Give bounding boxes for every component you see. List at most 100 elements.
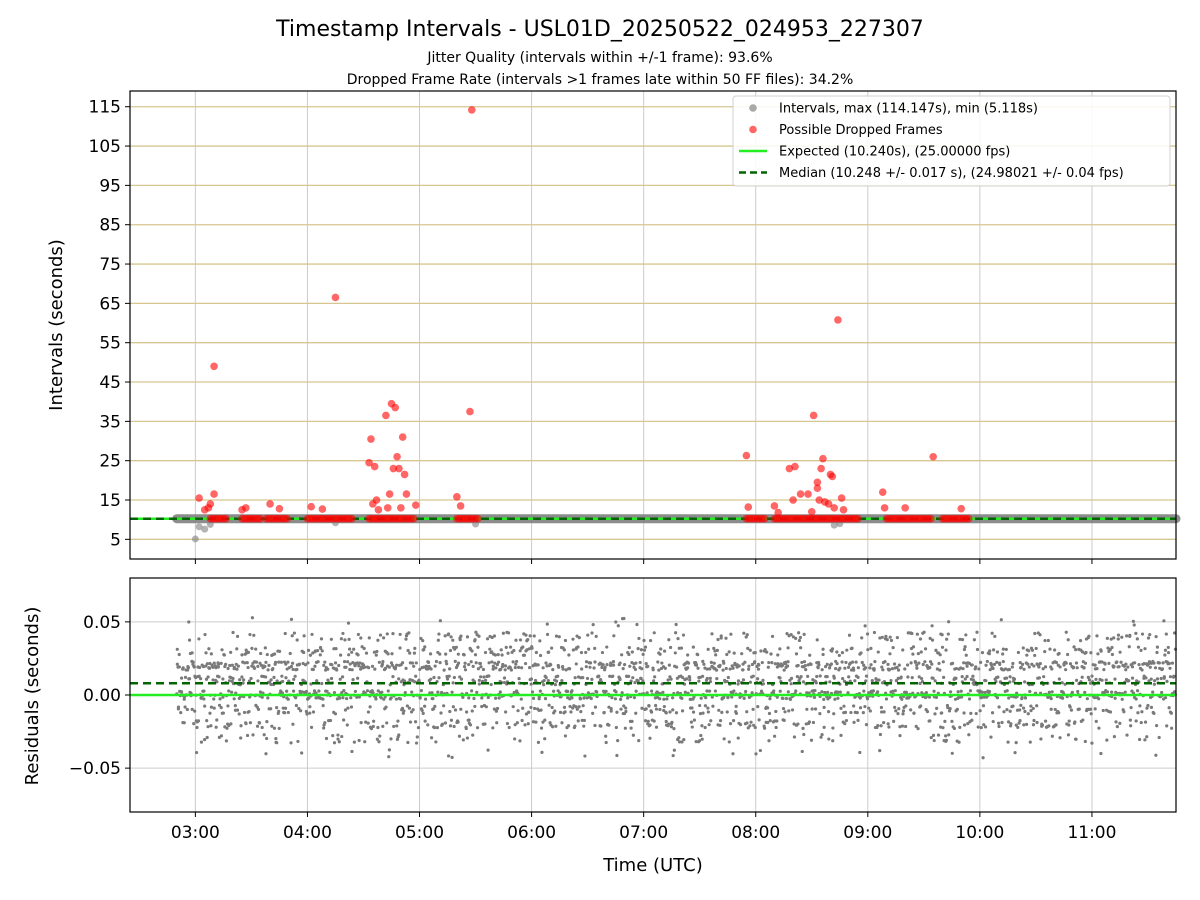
residual-point <box>1099 751 1103 756</box>
residual-point <box>496 653 500 657</box>
residual-point <box>1032 664 1036 668</box>
residual-point <box>209 724 213 728</box>
residual-point <box>688 678 692 682</box>
residual-point <box>383 666 388 670</box>
residual-point <box>277 660 281 664</box>
residual-point <box>864 679 868 683</box>
residual-point <box>534 720 538 724</box>
residual-point <box>1026 662 1030 666</box>
residual-point <box>822 705 826 709</box>
residual-point <box>404 637 408 641</box>
residual-point <box>1050 690 1054 694</box>
residual-point <box>374 697 378 701</box>
dropped-frame-point <box>837 494 846 502</box>
residual-point <box>414 661 418 665</box>
residual-point <box>832 676 836 680</box>
residual-point <box>320 649 324 653</box>
residual-point <box>179 711 183 715</box>
residual-point <box>999 618 1003 622</box>
residual-point <box>256 707 261 711</box>
residual-point <box>459 707 463 711</box>
residual-point <box>387 665 391 669</box>
residual-point <box>492 707 496 711</box>
residual-point <box>1072 645 1076 649</box>
residual-point <box>212 697 216 701</box>
residual-point <box>914 724 918 728</box>
residual-point <box>266 668 270 672</box>
residual-point <box>898 734 902 738</box>
residual-point <box>940 645 945 649</box>
residual-point <box>321 697 325 701</box>
residual-point <box>398 632 402 637</box>
residual-point <box>515 659 519 664</box>
residual-point <box>671 753 675 758</box>
residual-point <box>896 668 901 672</box>
residual-point <box>893 689 897 693</box>
residual-point <box>865 632 870 636</box>
residual-point <box>1128 718 1132 722</box>
residual-point <box>1042 675 1046 679</box>
residual-point <box>232 665 237 670</box>
residual-point <box>313 664 317 668</box>
residual-point <box>279 660 283 664</box>
residual-point <box>426 723 430 727</box>
residual-point <box>175 647 179 651</box>
residual-point <box>235 708 240 712</box>
residual-point <box>1103 662 1107 666</box>
residual-point <box>920 676 924 681</box>
residual-point <box>804 668 808 672</box>
residual-point <box>569 710 573 714</box>
residual-point <box>568 667 572 671</box>
residual-point <box>416 725 421 730</box>
residual-point <box>789 633 793 637</box>
residual-point <box>916 652 920 656</box>
residual-point <box>590 631 594 635</box>
residual-point <box>725 679 729 684</box>
residual-point <box>635 622 639 627</box>
residual-point <box>1135 637 1139 641</box>
residual-point <box>1083 739 1087 744</box>
residual-point <box>250 616 255 620</box>
residual-point <box>371 691 375 695</box>
residual-point <box>962 723 967 727</box>
residual-point <box>801 680 806 684</box>
residual-point <box>838 690 842 694</box>
residual-point <box>778 676 782 680</box>
residual-point <box>980 690 984 694</box>
residual-point <box>260 695 264 699</box>
residual-point <box>204 677 209 681</box>
residual-point <box>654 707 659 711</box>
residual-point <box>217 675 221 679</box>
residual-point <box>296 739 300 744</box>
residual-point <box>1109 637 1113 641</box>
top-y-tick-label: 95 <box>99 176 121 196</box>
residual-point <box>397 733 401 737</box>
residual-point <box>395 737 400 741</box>
residual-point <box>911 645 916 649</box>
residual-point <box>349 705 354 709</box>
dropped-frame-point <box>834 316 842 324</box>
residual-point <box>1018 708 1022 712</box>
residual-point <box>604 734 608 738</box>
residual-point <box>819 735 823 739</box>
residual-point <box>336 737 340 741</box>
residual-point <box>262 733 266 737</box>
residual-point <box>302 650 306 655</box>
residual-point <box>925 710 930 714</box>
residual-point <box>1155 677 1160 681</box>
residual-point <box>844 660 848 665</box>
residual-point <box>1154 635 1158 639</box>
residual-point <box>770 660 774 665</box>
residual-point <box>491 667 495 671</box>
residual-point <box>855 711 859 715</box>
residual-point <box>797 679 801 683</box>
residual-point <box>709 719 713 723</box>
residual-point <box>480 704 484 709</box>
residual-point <box>1014 741 1018 745</box>
residual-point <box>551 668 555 672</box>
residual-point <box>1130 676 1135 680</box>
residual-point <box>852 720 856 724</box>
residual-point <box>1028 740 1032 744</box>
residual-point <box>658 652 662 656</box>
residual-point <box>991 719 995 724</box>
